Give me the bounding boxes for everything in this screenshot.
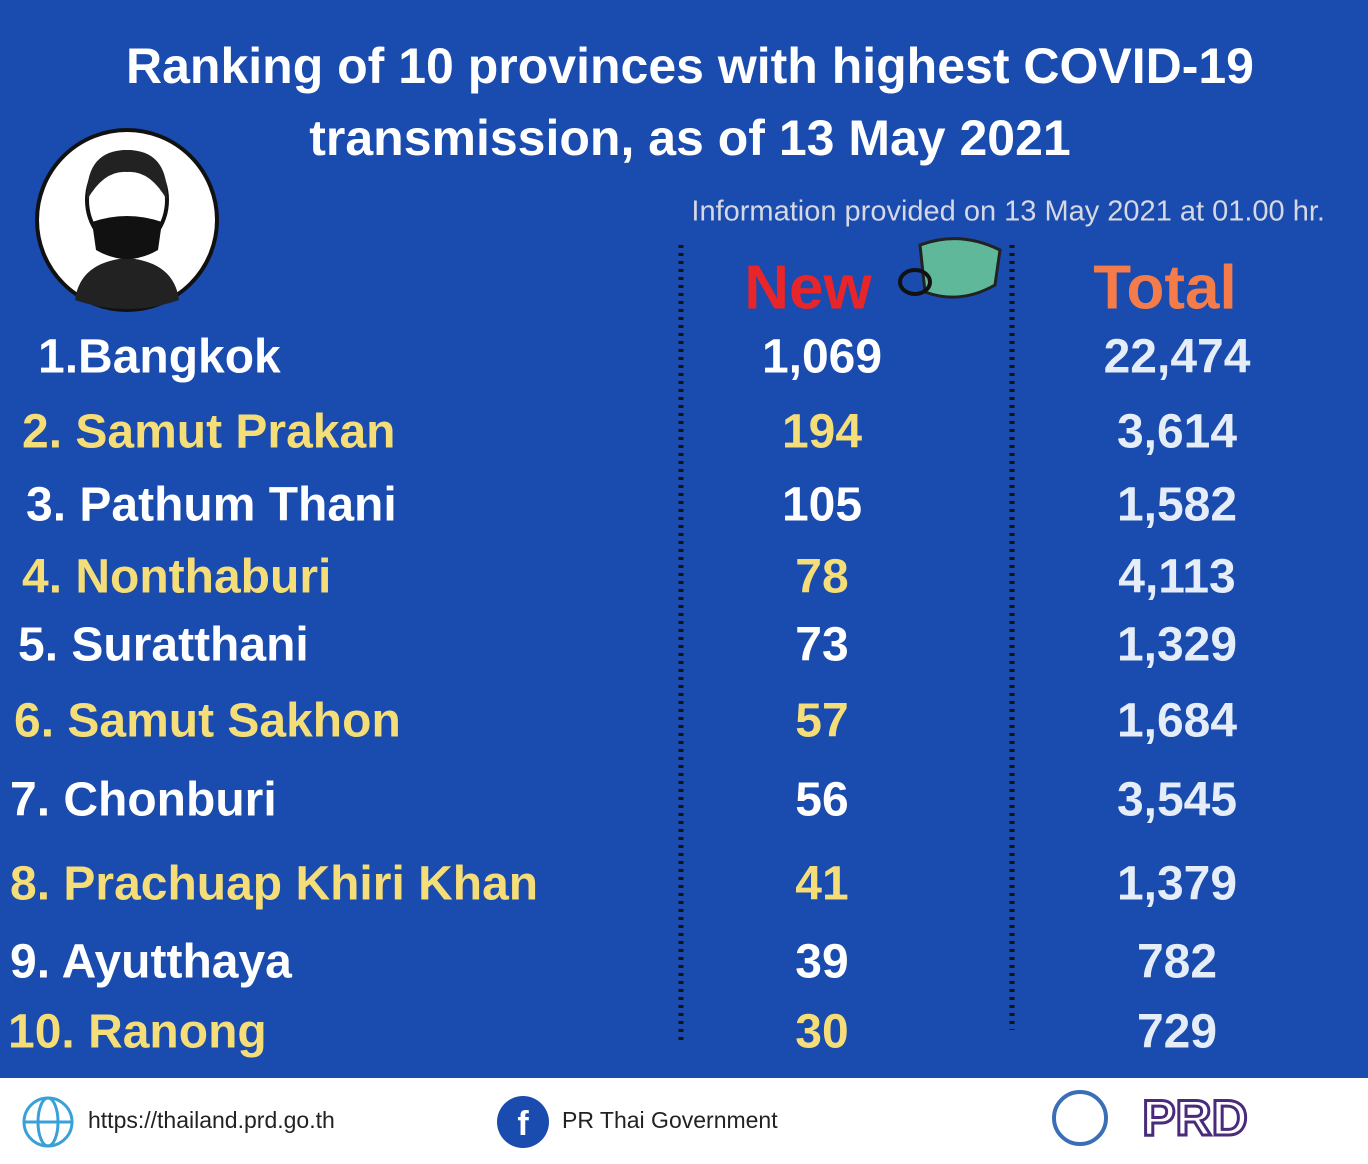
column-header: New: [744, 253, 872, 322]
new-cases: 56: [795, 774, 848, 827]
logo: PRD: [1142, 1090, 1248, 1146]
website: https://thailand.prd.go.th: [88, 1107, 335, 1133]
province: 3. Pathum Thani: [26, 479, 397, 532]
title: Ranking of 10 provinces with highest COV…: [126, 38, 1254, 94]
subtitle: Information provided on 13 May 2021 at 0…: [691, 196, 1325, 228]
province: 2. Samut Prakan: [22, 406, 396, 459]
new-cases: 73: [795, 619, 848, 672]
facebook-icon: f: [497, 1096, 549, 1148]
province: 10. Ranong: [8, 1006, 267, 1059]
total-cases: 3,545: [1117, 774, 1237, 827]
total-cases: 1,582: [1117, 479, 1237, 532]
total-cases: 1,379: [1117, 858, 1237, 911]
province: 7. Chonburi: [10, 774, 277, 827]
new-cases: 78: [795, 551, 848, 604]
svg-text:f: f: [517, 1105, 529, 1143]
total-cases: 782: [1137, 936, 1217, 989]
total-cases: 4,113: [1118, 551, 1235, 604]
new-cases: 57: [795, 695, 848, 748]
total-cases: 3,614: [1117, 406, 1237, 459]
province: 8. Prachuap Khiri Khan: [10, 858, 538, 911]
total-cases: 1,329: [1117, 619, 1237, 672]
province: 9. Ayutthaya: [10, 936, 292, 989]
globe-icon: [22, 1096, 74, 1148]
total-cases: 1,684: [1117, 695, 1237, 748]
province: 6. Samut Sakhon: [14, 695, 401, 748]
new-cases: 30: [795, 1006, 848, 1059]
facebook: PR Thai Government: [562, 1107, 778, 1133]
province: 1.Bangkok: [38, 331, 281, 384]
new-cases: 105: [782, 479, 862, 532]
footer-band: [0, 1078, 1368, 1159]
column-header: Total: [1093, 253, 1237, 322]
new-cases: 39: [795, 936, 848, 989]
avatar: [35, 128, 219, 312]
new-cases: 194: [782, 406, 862, 459]
background: [0, 0, 1368, 1078]
total-cases: 729: [1137, 1006, 1217, 1059]
province: 5. Suratthani: [18, 619, 309, 672]
logo-emblem: [1052, 1090, 1108, 1146]
new-cases: 41: [795, 858, 848, 911]
mask-icon: [898, 237, 1002, 299]
title: transmission, as of 13 May 2021: [309, 110, 1070, 166]
total-cases: 22,474: [1104, 331, 1251, 384]
province: 4. Nonthaburi: [22, 551, 331, 604]
new-cases: 1,069: [762, 331, 882, 384]
